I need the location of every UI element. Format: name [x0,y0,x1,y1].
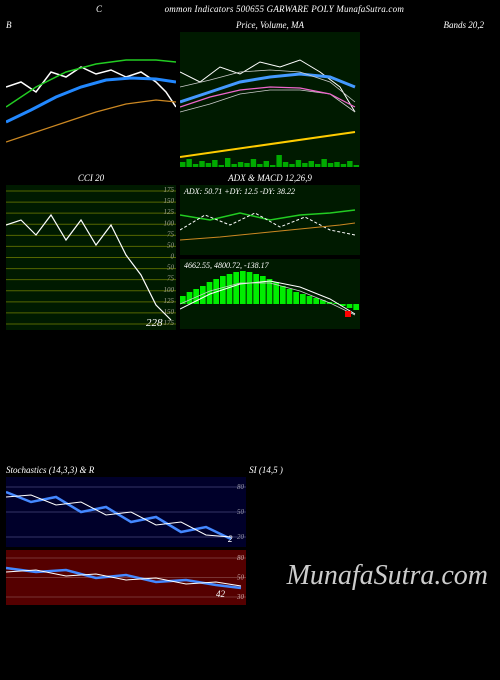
chart-row-2: CCI 20 175150125100755005075100125150175… [0,185,500,335]
svg-text:75: 75 [167,230,175,238]
svg-text:50: 50 [167,241,175,249]
svg-text:2: 2 [228,534,233,544]
adx-values: ADX: 50.71 +DY: 12.5 -DY: 38.22 [184,187,295,196]
svg-text:100: 100 [164,286,175,294]
svg-text:228: 228 [146,317,163,329]
svg-text:100: 100 [164,219,175,227]
svg-text:125: 125 [164,208,175,216]
bands-title: Bands 20,2 [444,20,485,30]
rsi-title: SI (14,5 ) [176,465,356,475]
chart-row-3: Stochastics (14,3,3) & R SI (14,5 ) 80 50… [0,465,500,605]
svg-text:175: 175 [164,319,175,327]
macd-values: 4662.55, 4800.72, -138.17 [184,261,269,270]
svg-text:20: 20 [237,533,245,541]
price-volume-title: Price, Volume, MA [236,20,304,30]
svg-text:175: 175 [164,186,175,194]
stochastics-panel: 80 50 20 2 [6,477,246,547]
svg-text:0: 0 [171,253,175,261]
macd-panel: 4662.55, 4800.72, -138.17 [180,259,360,329]
svg-text:30: 30 [236,593,245,601]
svg-text:150: 150 [164,197,175,205]
bollinger-title: B [6,20,12,30]
spacer [0,335,500,465]
bands-label-area: Bands 20,2 [364,32,494,167]
header-text: ommon Indicators 500655 GARWARE POLY Mun… [165,4,404,14]
svg-text:75: 75 [167,275,175,283]
header-initial: C [96,4,102,14]
svg-text:50: 50 [237,574,245,582]
adx-panel: ADX & MACD 12,26,9 ADX: 50.71 +DY: 12.5 … [180,185,360,255]
svg-text:125: 125 [164,297,175,305]
adx-macd-title: ADX & MACD 12,26,9 [228,173,312,183]
rsi-panel: 80 50 30 42 [6,550,246,605]
svg-text:50: 50 [167,264,175,272]
svg-text:50: 50 [237,508,245,516]
svg-text:80: 80 [237,483,245,491]
page-header: C ommon Indicators 500655 GARWARE POLY M… [0,0,500,18]
bollinger-panel: B [6,32,176,167]
cci-title: CCI 20 [78,173,104,183]
svg-text:42: 42 [216,589,226,599]
price-volume-panel: Price, Volume, MA [180,32,360,167]
svg-text:80: 80 [237,554,245,562]
cci-panel: CCI 20 175150125100755005075100125150175… [6,185,176,330]
chart-row-1: B Price, Volume, MA Bands 20,2 [0,32,500,167]
adx-macd-column: ADX & MACD 12,26,9 ADX: 50.71 +DY: 12.5 … [180,185,360,335]
stochastics-title: Stochastics (14,3,3) & R [6,465,176,475]
